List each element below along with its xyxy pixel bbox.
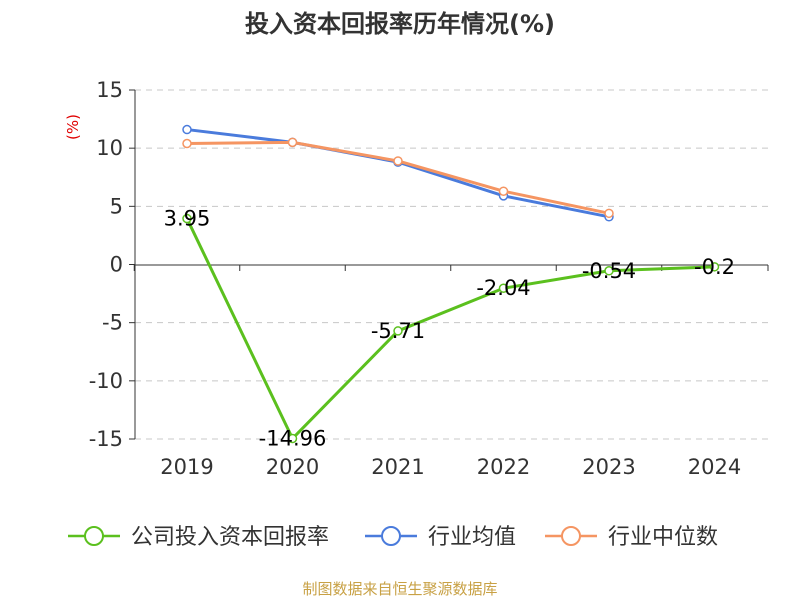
data-label: 3.95 — [164, 207, 211, 231]
data-point[interactable] — [604, 208, 614, 219]
data-point[interactable] — [393, 326, 403, 336]
legend-label: 行业中位数 — [608, 525, 718, 550]
x-tick-label: 2022 — [477, 455, 530, 479]
data-point[interactable] — [498, 186, 509, 196]
legend-swatch-marker — [561, 526, 581, 546]
series-line — [185, 217, 716, 441]
series-line — [185, 140, 611, 215]
y-tick-label: -15 — [89, 427, 123, 451]
data-label: -2.04 — [476, 276, 530, 300]
legend-swatch-marker — [84, 526, 104, 546]
data-point[interactable] — [709, 262, 720, 272]
data-label: -5.71 — [371, 319, 425, 343]
legend-label: 公司投入资本回报率 — [131, 525, 329, 550]
legend-item[interactable]: 行业中位数 — [545, 525, 718, 550]
x-tick-label: 2019 — [160, 455, 213, 479]
data-point[interactable] — [182, 124, 192, 135]
legend[interactable]: 公司投入资本回报率 行业均值 行业中位数 — [68, 525, 718, 550]
y-tick-label: 0 — [110, 253, 123, 277]
y-tick-label: 10 — [96, 136, 123, 160]
data-point[interactable] — [287, 433, 298, 444]
data-label: -0.54 — [582, 259, 636, 283]
y-axis-unit-label: (%) — [64, 114, 82, 140]
y-tick-label: 15 — [96, 78, 123, 102]
legend-item[interactable]: 行业均值 — [365, 525, 516, 550]
axes: 15 10 5 0 -5 -10 -15 (%) 2019 2020 2021 2022 2023 202… — [64, 78, 769, 479]
chart-title: 投入资本回报率历年情况(%) — [245, 10, 555, 38]
source-note: 制图数据来自恒生聚源数据库 — [302, 580, 498, 598]
legend-swatch-marker — [381, 526, 401, 546]
x-tick-label: 2024 — [688, 455, 741, 479]
data-labels: 3.95 -14.96 -5.71 -2.04 -0.54 -0.2 — [164, 207, 735, 451]
legend-item[interactable]: 公司投入资本回报率 — [68, 525, 329, 550]
x-tick-label: 2023 — [582, 455, 635, 479]
data-point[interactable] — [182, 138, 192, 149]
x-tick-label: 2020 — [266, 455, 319, 479]
series-lines — [182, 124, 720, 444]
y-tick-label: -10 — [89, 369, 123, 393]
y-tick-label: 5 — [110, 194, 123, 218]
data-point[interactable] — [393, 156, 403, 166]
data-point[interactable] — [604, 266, 614, 276]
legend-label: 行业均值 — [428, 525, 516, 550]
data-point[interactable] — [287, 137, 298, 148]
data-point[interactable] — [182, 213, 192, 224]
data-label: -0.2 — [694, 255, 735, 279]
data-point[interactable] — [498, 283, 509, 293]
x-tick-label: 2021 — [371, 455, 424, 479]
data-label: -14.96 — [259, 427, 327, 451]
y-tick-label: -5 — [102, 311, 123, 335]
